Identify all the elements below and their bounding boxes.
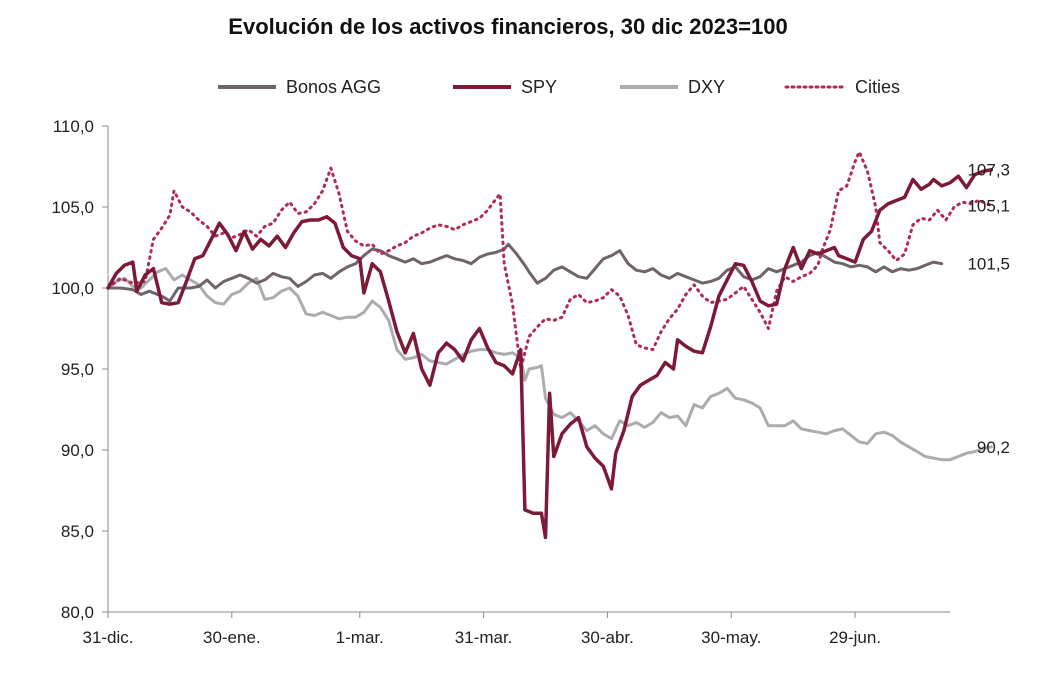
x-tick-label: 29-jun. [829,628,881,647]
legend-label-spy: SPY [521,77,557,97]
series-line-cities [106,150,993,371]
end-labels: 101,5 107,3 90,2 105,1 [967,161,1010,457]
chart-title: Evolución de los activos financieros, 30… [228,14,787,39]
legend-label-bonos-agg: Bonos AGG [286,77,381,97]
series-layer [106,150,994,540]
legend: Bonos AGG SPY DXY Cities [218,77,900,97]
legend-label-cities: Cities [855,77,900,97]
end-label-dxy: 90,2 [977,438,1010,457]
legend-entry-cities: Cities [784,77,900,97]
y-tick-label: 105,0 [51,198,94,217]
end-label-bonos-agg: 101,5 [967,255,1010,274]
y-tick-label: 100,0 [51,279,94,298]
legend-entry-dxy: DXY [620,77,725,97]
y-tick-label: 85,0 [61,522,94,541]
end-label-spy: 107,3 [967,161,1010,180]
x-tick-label: 1-mar. [336,628,384,647]
x-tick-label: 30-abr. [581,628,634,647]
y-tick-label: 95,0 [61,360,94,379]
legend-label-dxy: DXY [688,77,725,97]
axes: 110,0 105,0 100,0 95,0 90,0 85,0 80,0 31-dic. 30… [51,117,950,647]
x-tick-label: 31-mar. [455,628,513,647]
legend-entry-spy: SPY [453,77,557,97]
y-tick-label: 90,0 [61,441,94,460]
x-tick-label: 30-may. [701,628,761,647]
y-tick-label: 80,0 [61,603,94,622]
end-label-cities: 105,1 [967,196,1010,215]
series-line-spy [106,167,994,540]
x-tick-label: 30-ene. [203,628,261,647]
y-tick-label: 110,0 [53,117,94,136]
legend-entry-bonos-agg: Bonos AGG [218,77,381,97]
x-tick-label: 31-dic. [82,628,133,647]
